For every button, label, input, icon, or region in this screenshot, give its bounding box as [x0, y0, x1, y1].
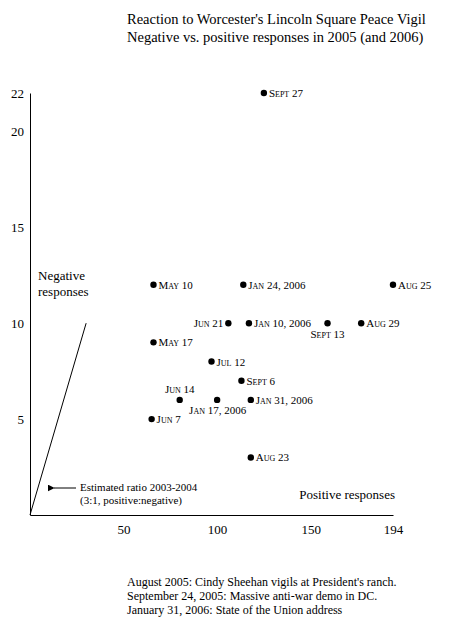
y-tick: 5 [18, 412, 31, 427]
point-label: Jan 17, 2006 [189, 404, 247, 416]
x-tick: 100 [208, 515, 228, 537]
point-label: Sept 6 [246, 375, 275, 387]
y-axis: 5 10 15 20 22 [11, 86, 31, 516]
reference-line-label: Estimated ratio 2003-2004 [80, 481, 198, 493]
x-tick-label: 150 [301, 522, 321, 537]
data-point [390, 282, 396, 288]
point-label: Sept 27 [269, 87, 304, 99]
y-tick: 20 [11, 124, 30, 139]
y-tick-label: 22 [11, 86, 24, 101]
point-label: Jan 10, 2006 [254, 317, 312, 329]
point-label: Jun 14 [165, 383, 195, 395]
x-tick: 194 [384, 515, 404, 537]
y-tick-label: 15 [11, 220, 24, 235]
x-axis-label: Positive responses [299, 487, 395, 502]
data-point [248, 397, 254, 403]
point-label: May 10 [158, 279, 193, 291]
point-label: May 17 [158, 336, 193, 348]
data-point [324, 320, 330, 326]
data-point [238, 378, 244, 384]
data-point [261, 90, 267, 96]
y-tick: 10 [11, 316, 30, 331]
x-tick: 50 [118, 515, 131, 537]
y-axis-label-line: responses [38, 284, 89, 299]
data-point [176, 397, 182, 403]
point-label: Jan 31, 2006 [256, 394, 314, 406]
point-label: Jan 24, 2006 [248, 279, 306, 291]
y-tick: 15 [11, 220, 30, 235]
x-tick-label: 100 [208, 522, 228, 537]
data-point [240, 282, 246, 288]
data-point [208, 358, 214, 364]
note: August 2005: Cindy Sheehan vigils at Pre… [127, 575, 396, 589]
point-label: Aug 29 [366, 317, 400, 329]
y-tick: 22 [11, 86, 30, 101]
chart-svg: Reaction to Worcester's Lincoln Square P… [0, 0, 456, 624]
point-labels: Sept 27 May 10 Jan 24, 2006 Aug 25 Jun 21 Jan… [157, 87, 432, 463]
x-tick-label: 50 [118, 522, 131, 537]
y-axis-line [30, 94, 31, 516]
data-point [248, 454, 254, 460]
y-tick-label: 20 [11, 124, 24, 139]
reference-line-label: (3:1, positive:negative) [80, 494, 182, 507]
x-tick: 150 [301, 515, 321, 537]
reference-line [30, 323, 86, 515]
title: Reaction to Worcester's Lincoln Square P… [127, 11, 426, 27]
x-axis: 50 100 150 194 [31, 515, 404, 537]
point-label: Jun 21 [194, 317, 224, 329]
annotation-arrow [54, 488, 76, 489]
note: September 24, 2005: Massive anti-war dem… [127, 589, 377, 603]
x-axis-line [31, 515, 394, 516]
point-label: Aug 25 [398, 279, 432, 291]
y-tick-label: 10 [11, 316, 24, 331]
data-point [150, 339, 156, 345]
note: January 31, 2006: State of the Union add… [127, 603, 343, 617]
data-point [148, 416, 154, 422]
y-axis-label: Negativeresponses [38, 268, 89, 299]
y-tick-label: 5 [18, 412, 25, 427]
data-point [150, 282, 156, 288]
plot-area [30, 90, 396, 515]
subtitle: Negative vs. positive responses in 2005 … [127, 29, 424, 46]
data-point [225, 320, 231, 326]
y-axis-label-line: Negative [38, 268, 85, 283]
data-point [214, 397, 220, 403]
chart-container: Reaction to Worcester's Lincoln Square P… [0, 0, 456, 624]
point-label: Jun 7 [157, 413, 182, 425]
x-tick-label: 194 [384, 522, 404, 537]
point-label: Jul 12 [217, 356, 246, 368]
point-label: Sept 13 [310, 328, 345, 340]
point-label: Aug 23 [256, 451, 290, 463]
data-point [358, 320, 364, 326]
data-point [246, 320, 252, 326]
